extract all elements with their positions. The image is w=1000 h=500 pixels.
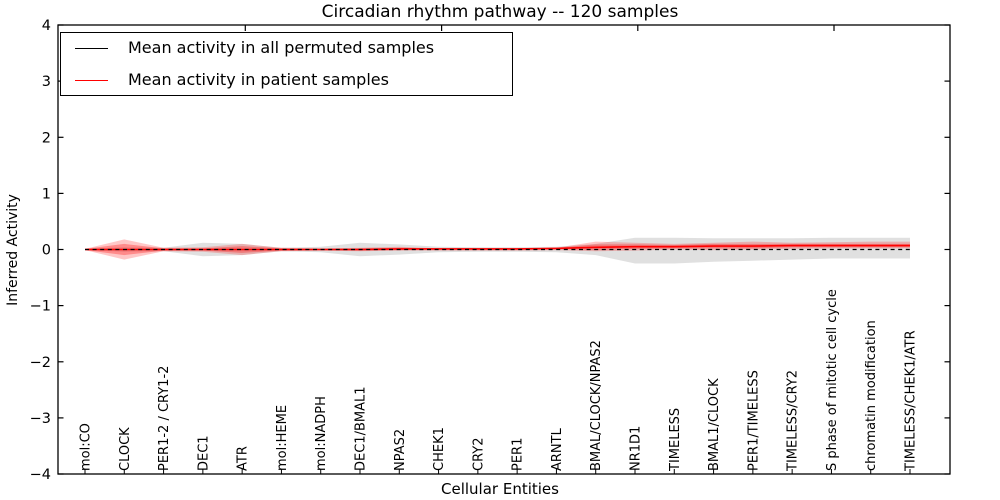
legend-item-patient: Mean activity in patient samples	[61, 68, 512, 92]
x-tick-label: PER1	[511, 438, 526, 471]
x-tick-label: TIMELESS/CRY2	[786, 370, 801, 472]
chart-title: Circadian rhythm pathway -- 120 samples	[321, 2, 679, 22]
y-tick-label: −1	[30, 299, 51, 315]
y-tick-label: 0	[42, 243, 51, 259]
y-axis-label: Inferred Activity	[5, 194, 21, 306]
y-tick-label: 1	[42, 186, 51, 202]
x-tick-label: ARNTL	[550, 427, 565, 471]
legend-item-permuted: Mean activity in all permuted samples	[61, 36, 512, 60]
permuted-range-band	[85, 237, 910, 264]
x-tick-label: CHEK1	[432, 427, 447, 471]
permuted-line-swatch	[75, 47, 108, 49]
x-tick-label: BMAL/CLOCK/NPAS2	[589, 340, 604, 471]
x-tick-label: mol:CO	[79, 423, 94, 471]
x-tick-label: TIMELESS/CHEK1/ATR	[904, 330, 919, 472]
x-tick-label: mol:HEME	[275, 405, 290, 471]
x-tick-label: PER1/TIMELESS	[746, 370, 761, 471]
x-tick-label: NR1D1	[629, 426, 644, 471]
y-tick-label: 3	[42, 74, 51, 90]
y-tick-label: −3	[30, 411, 51, 427]
x-tick-label: chromatin modification	[864, 320, 879, 471]
legend-label: Mean activity in all permuted samples	[128, 38, 435, 57]
x-tick-label: mol:NADPH	[314, 396, 329, 471]
x-axis-label: Cellular Entities	[441, 480, 559, 498]
legend-label: Mean activity in patient samples	[128, 70, 389, 89]
x-tick-label: DEC1/BMAL1	[354, 387, 369, 472]
x-tick-label: DEC1	[196, 435, 211, 471]
x-tick-label: ATR	[236, 446, 251, 471]
y-tick-label: 4	[42, 18, 51, 34]
x-tick-label: TIMELESS	[668, 408, 683, 472]
y-tick-label: −2	[30, 355, 51, 371]
x-tick-label: CLOCK	[118, 427, 133, 471]
x-tick-label: NPAS2	[393, 429, 408, 471]
y-tick-label: 2	[42, 130, 51, 146]
x-tick-label: PER1-2 / CRY1-2	[157, 366, 172, 471]
x-tick-label: BMAL1/CLOCK	[707, 378, 722, 471]
patient-line-swatch	[75, 79, 108, 81]
y-tick-label: −4	[30, 467, 51, 483]
legend: Mean activity in all permuted samples Me…	[60, 32, 513, 96]
x-tick-label: CRY2	[471, 438, 486, 472]
x-tick-label: S phase of mitotic cell cycle	[825, 289, 840, 471]
